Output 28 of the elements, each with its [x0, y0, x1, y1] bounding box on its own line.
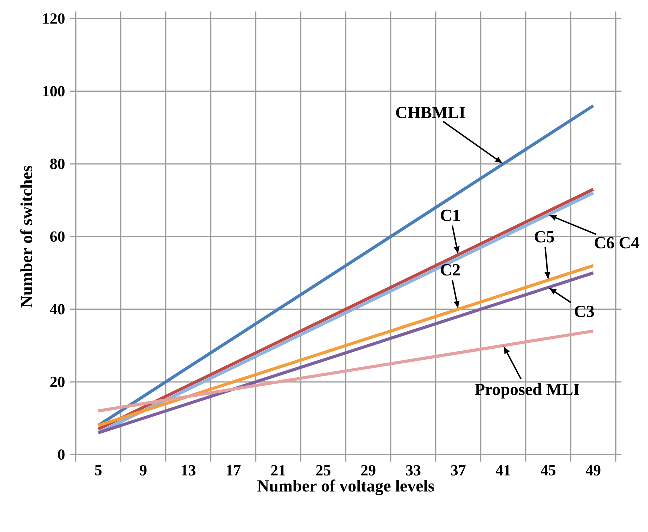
annotation: Proposed MLI [475, 383, 580, 399]
x-tick-label: 13 [182, 465, 196, 476]
x-tick-label: 37 [451, 465, 466, 476]
y-tick-label: 100 [43, 86, 65, 97]
x-tick-label: 25 [316, 465, 331, 476]
y-tick-label: 120 [43, 14, 65, 24]
y-axis-title: Number of switches [20, 166, 33, 308]
x-tick-label: 29 [361, 465, 376, 476]
x-tick-label: 9 [140, 465, 147, 476]
x-tick-label: 5 [95, 465, 102, 476]
x-tick-label: 21 [271, 465, 286, 476]
annotation: C2 [441, 264, 460, 276]
annotation: C5 [535, 231, 554, 243]
annotation: CHBMLI [396, 107, 466, 118]
x-tick-label: 45 [540, 465, 556, 476]
x-tick-label: 17 [227, 465, 241, 476]
y-tick-label: 60 [50, 232, 65, 242]
x-tick-label: 49 [586, 465, 601, 476]
x-tick-label: 33 [406, 465, 421, 476]
y-tick-label: 0 [58, 450, 65, 460]
annotation: C3 [575, 306, 594, 318]
y-tick-label: 40 [50, 304, 65, 315]
annotation: C1 [441, 210, 460, 222]
annotation: C6 C4 [595, 237, 640, 249]
y-tick-label: 20 [50, 376, 65, 388]
x-tick-label: 41 [496, 465, 510, 476]
y-tick-label: 80 [50, 158, 65, 170]
x-axis-title: Number of voltage levels [258, 480, 434, 496]
